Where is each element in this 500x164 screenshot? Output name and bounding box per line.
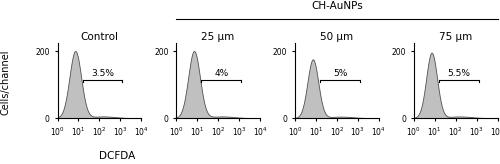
Title: Control: Control: [80, 32, 118, 42]
Title: 50 μm: 50 μm: [320, 32, 354, 42]
Title: 75 μm: 75 μm: [439, 32, 472, 42]
Text: 5.5%: 5.5%: [448, 69, 470, 78]
Text: 4%: 4%: [214, 69, 228, 78]
Text: 3.5%: 3.5%: [91, 69, 114, 78]
Title: 25 μm: 25 μm: [202, 32, 234, 42]
Text: DCFDA: DCFDA: [100, 151, 136, 161]
Text: 5%: 5%: [333, 69, 347, 78]
Text: CH-AuNPs: CH-AuNPs: [311, 1, 363, 11]
Text: Cells/channel: Cells/channel: [1, 49, 11, 115]
